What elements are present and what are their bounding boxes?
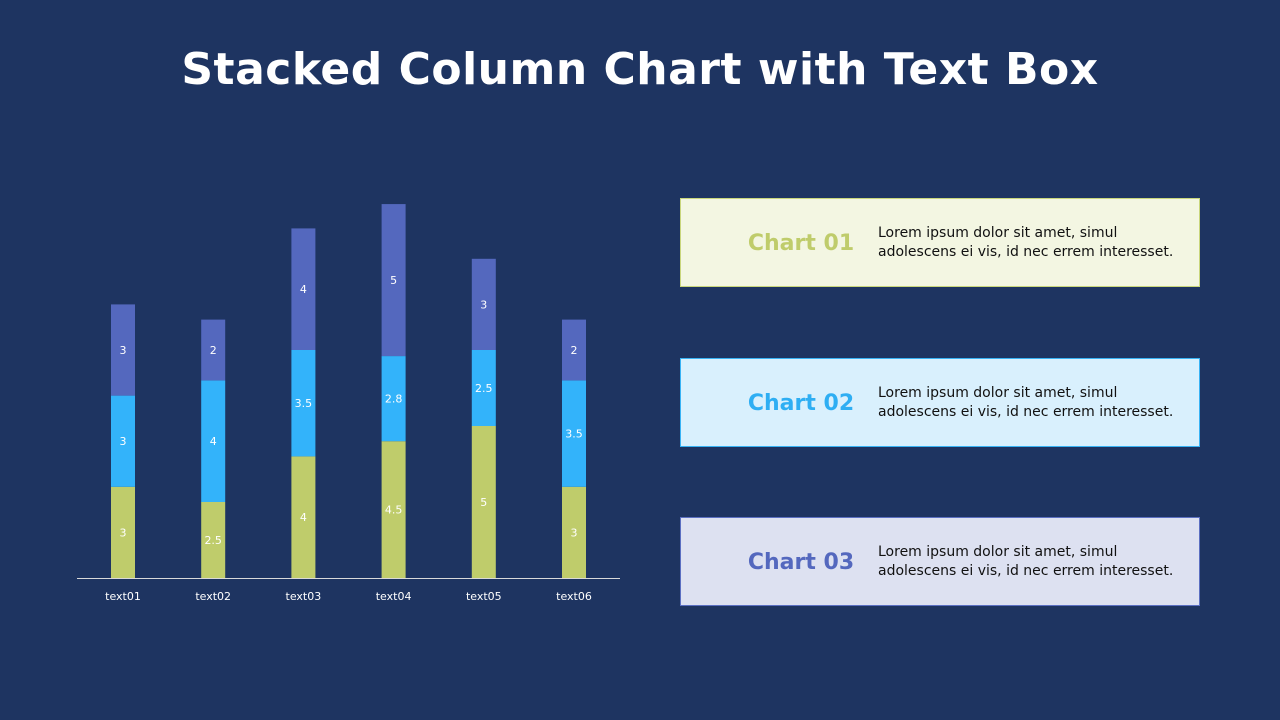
bar-segment: [111, 486, 135, 578]
bar-segment: [562, 486, 586, 578]
text-box-body: Lorem ipsum dolor sit amet, simul adoles…: [878, 544, 1174, 579]
bar-segment: [111, 395, 135, 487]
data-label: 3: [120, 526, 127, 539]
text-box-title: Chart 03: [747, 550, 855, 575]
text-box-body: Lorem ipsum dolor sit amet, simul adoles…: [878, 385, 1174, 420]
data-label: 2.5: [204, 534, 222, 547]
data-label: 4.5: [385, 504, 403, 517]
bar-segment: [471, 426, 496, 578]
data-label: 3: [120, 435, 127, 448]
x-tick-label: text01: [105, 590, 141, 603]
x-tick-label: text06: [556, 590, 592, 603]
bar-segment: [201, 319, 226, 381]
bar-segment: [201, 380, 226, 502]
bar-segment: [471, 258, 496, 350]
page-title: Stacked Column Chart with Text Box: [181, 44, 1099, 95]
data-label: 3: [480, 298, 487, 311]
data-label: 3.5: [565, 428, 583, 441]
text-box-chart-03: Chart 03 Lorem ipsum dolor sit amet, sim…: [680, 517, 1200, 606]
bar-segment: [381, 441, 406, 578]
bar-segment: [201, 502, 226, 578]
data-label: 2.5: [475, 382, 493, 395]
bar-segment: [562, 319, 586, 381]
data-label: 2: [571, 344, 578, 357]
bar-segment: [562, 380, 586, 487]
x-tick-label: text05: [466, 590, 502, 603]
bar-segment: [291, 350, 316, 457]
bar-segment: [471, 350, 496, 426]
bar-segment: [291, 228, 316, 350]
text-box-title: Chart 01: [747, 231, 855, 256]
text-box-chart-02: Chart 02 Lorem ipsum dolor sit amet, sim…: [680, 358, 1200, 447]
data-label: 3: [571, 526, 578, 539]
bar-segment: [291, 456, 316, 578]
bar-segment: [381, 356, 406, 442]
x-tick-label: text03: [286, 590, 322, 603]
text-box-body: Lorem ipsum dolor sit amet, simul adoles…: [878, 225, 1174, 260]
data-label: 4: [300, 283, 307, 296]
data-label: 3.5: [295, 397, 313, 410]
x-tick-label: text04: [376, 590, 412, 603]
x-tick-label: text02: [195, 590, 231, 603]
data-label: 3: [120, 344, 127, 357]
data-label: 4: [300, 511, 307, 524]
text-box-title: Chart 02: [747, 391, 855, 416]
data-label: 5: [480, 496, 487, 509]
data-label: 2: [210, 344, 217, 357]
bar-group: 3 3 3 text01 2.5 4 2 text02 4 3.5 4 text03 4.5 2.8 5 te…: [105, 204, 592, 603]
stacked-column-chart: 3 3 3 text01 2.5 4 2 text02 4 3.5 4 text03 4.5 2.8 5 te…: [77, 204, 620, 603]
data-label: 4: [210, 435, 217, 448]
data-label: 2.8: [385, 393, 403, 406]
text-box-chart-01: Chart 01 Lorem ipsum dolor sit amet, sim…: [680, 198, 1200, 287]
bar-segment: [381, 204, 406, 357]
bar-segment: [111, 304, 135, 396]
data-label: 5: [390, 274, 397, 287]
